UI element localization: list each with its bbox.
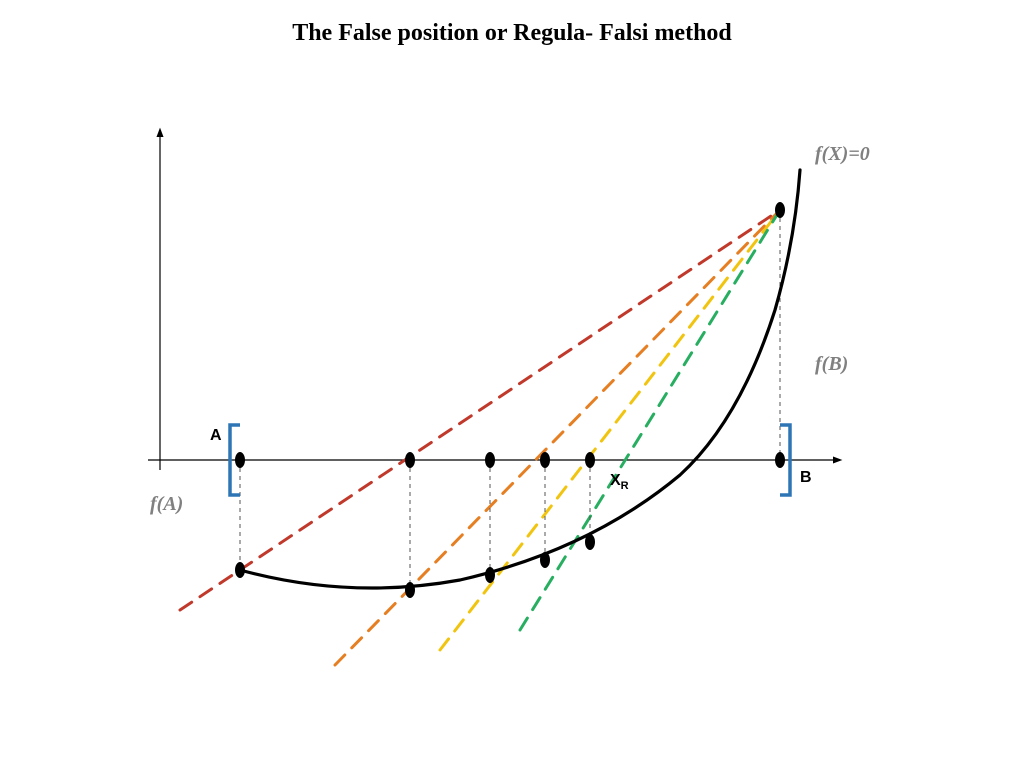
- point-marker-3: [405, 452, 415, 468]
- point-marker-8: [540, 552, 550, 568]
- point-marker-11: [775, 452, 785, 468]
- secant-line-1: [180, 210, 780, 610]
- label-A: A: [210, 427, 222, 444]
- secant-line-4: [520, 210, 780, 630]
- secant-line-3: [440, 210, 780, 650]
- point-marker-5: [485, 452, 495, 468]
- label-fB: f(B): [815, 353, 848, 375]
- point-marker-7: [540, 452, 550, 468]
- function-curve: [240, 170, 800, 588]
- label-XR: XR: [610, 472, 629, 492]
- regula-falsi-diagram: A B XR f(A) f(B) f(X)=0: [120, 110, 900, 670]
- point-marker-10: [585, 534, 595, 550]
- point-marker-1: [235, 452, 245, 468]
- point-marker-9: [585, 452, 595, 468]
- point-marker-2: [235, 562, 245, 578]
- point-marker-6: [485, 567, 495, 583]
- label-B: B: [800, 469, 812, 486]
- point-marker-12: [775, 202, 785, 218]
- point-marker-4: [405, 582, 415, 598]
- label-fX0: f(X)=0: [815, 143, 870, 165]
- diagram-container: A B XR f(A) f(B) f(X)=0: [120, 110, 900, 670]
- page-title: The False position or Regula- Falsi meth…: [0, 20, 1024, 47]
- label-fA: f(A): [150, 493, 183, 515]
